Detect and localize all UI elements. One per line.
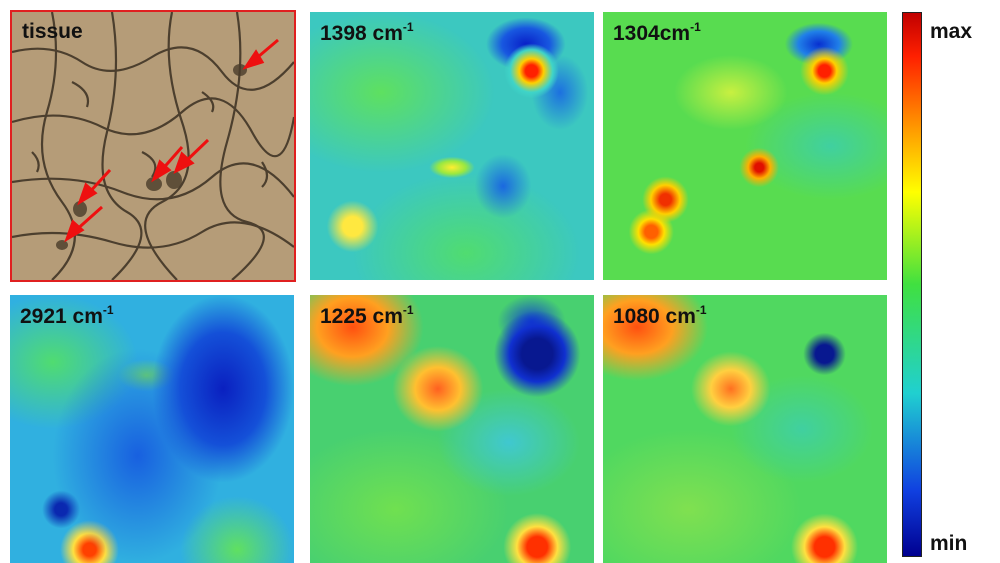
panel-label: 1304cm-1	[613, 20, 701, 46]
raman-map: 1398 cm-1	[310, 12, 594, 280]
colorbar	[902, 12, 922, 557]
panel-label-sup: -1	[403, 303, 414, 317]
panel-label: 2921 cm-1	[20, 303, 114, 329]
tissue-image: tissue	[10, 10, 296, 282]
panel-label: 1225 cm-1	[320, 303, 414, 329]
tissue-texture	[12, 12, 294, 280]
panel-label-text: 2921 cm	[20, 305, 103, 328]
colorbar-max-label: max	[930, 20, 972, 44]
panel-label-text: 1225 cm	[320, 305, 403, 328]
colorbar-min-label: min	[930, 532, 967, 556]
panel-label-sup: -1	[696, 303, 707, 317]
raman-map: 1304cm-1	[603, 12, 887, 280]
figure: tissue 1398 cm-1 1304cm-1 2921 cm-1 1225…	[0, 0, 1000, 562]
raman-map: 2921 cm-1	[10, 295, 294, 563]
panel-label-sup: -1	[103, 303, 114, 317]
raman-map: 1080 cm-1	[603, 295, 887, 563]
panel-label-text: tissue	[22, 20, 83, 43]
panel-label-text: 1304cm	[613, 22, 690, 45]
panel-label-sup: -1	[690, 20, 701, 34]
panel-label-text: 1398 cm	[320, 22, 403, 45]
panel-label: 1398 cm-1	[320, 20, 414, 46]
raman-map: 1225 cm-1	[310, 295, 594, 563]
panel-label-sup: -1	[403, 20, 414, 34]
panel-label: tissue	[22, 20, 83, 44]
panel-label-text: 1080 cm	[613, 305, 696, 328]
panel-label: 1080 cm-1	[613, 303, 707, 329]
